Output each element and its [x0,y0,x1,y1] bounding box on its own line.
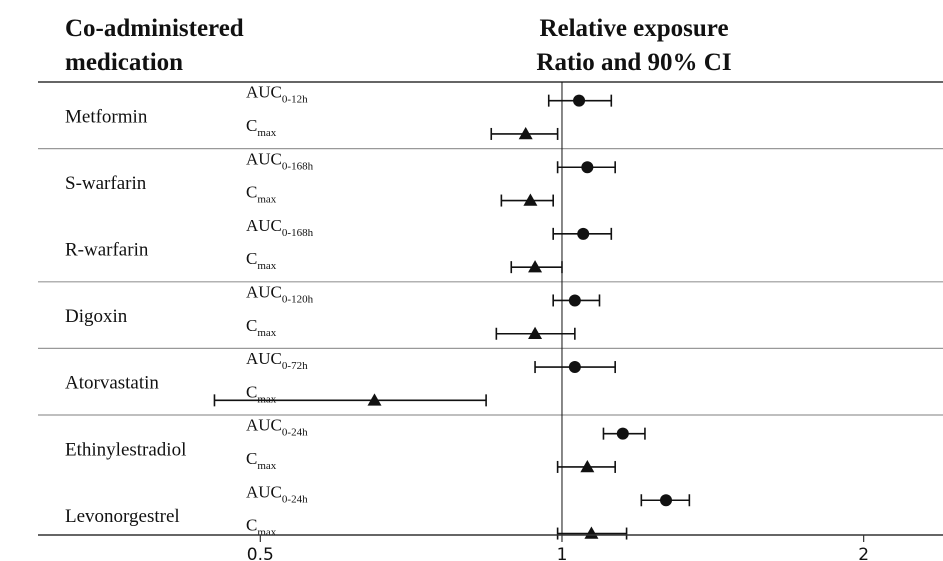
metric-subscript: max [257,393,276,405]
metric-subscript: max [257,460,276,472]
metric-label: AUC0-168h [246,149,314,172]
right-header-line2: Ratio and 90% CI [536,49,731,76]
metric-subscript: 0-72h [282,360,308,372]
metric-subscript: max [257,260,276,272]
metric-base: C [246,183,257,202]
metric-base: C [246,249,257,268]
medication-label: S-warfarin [65,173,147,194]
right-header-line1: Relative exposure [539,15,728,42]
medication-label: Metformin [65,106,148,127]
metric-label: AUC0-72h [246,349,308,372]
medication-label: R-warfarin [65,240,149,261]
ratio-point-circle [616,427,629,440]
metric-subscript: 0-12h [282,94,308,106]
medication-label: Atorvastatin [65,373,159,394]
metric-subscript: max [257,194,276,206]
ratio-point-circle [581,161,594,174]
metric-label: AUC0-12h [246,83,308,106]
medication-label: Levonorgestrel [65,506,180,527]
left-header-line2: medication [65,49,183,76]
ci-bar [213,394,487,407]
metric-base: AUC [246,416,282,435]
ratio-point-circle [568,294,581,307]
metric-subscript: 0-120h [282,293,314,305]
x-tick-label: 2 [858,545,869,561]
metric-label: AUC0-24h [246,416,308,439]
forest-rows: MetforminAUC0-12hCmaxS-warfarinAUC0-168h… [38,83,943,540]
metric-label: Cmax [246,183,277,206]
metric-subscript: max [257,327,276,339]
metric-label: Cmax [246,249,277,272]
ratio-point-circle [660,494,673,507]
medication-label: Digoxin [65,306,128,327]
ratio-point-circle [577,227,590,240]
metric-label: AUC0-120h [246,282,314,305]
metric-base: C [246,382,257,401]
metric-base: AUC [246,482,282,501]
x-axis-ticks: 0.5 1 2 [247,535,869,561]
medication-label: Ethinylestradiol [65,439,186,460]
left-header-line1: Co-administered [65,15,244,42]
x-tick-label: 0.5 [247,545,274,561]
metric-base: C [246,116,257,135]
metric-base: AUC [246,282,282,301]
ratio-point-triangle [584,526,599,539]
x-tick-label: 1 [557,545,568,561]
ratio-point-triangle [580,459,595,473]
ratio-point-triangle [528,260,543,273]
metric-subscript: max [257,127,276,139]
metric-label: Cmax [246,116,277,139]
ratio-point-triangle [518,126,533,140]
metric-label: Cmax [246,382,277,405]
metric-base: AUC [246,216,282,235]
metric-label: AUC0-24h [246,482,308,505]
metric-subscript: 0-168h [282,227,314,239]
metric-subscript: 0-168h [282,160,314,172]
metric-base: AUC [246,83,282,102]
metric-base: C [246,316,257,335]
ratio-point-triangle [523,193,538,206]
metric-label: AUC0-168h [246,216,314,239]
metric-base: C [246,449,257,468]
metric-base: AUC [246,149,282,168]
ratio-point-circle [573,94,586,107]
ratio-point-triangle [528,326,543,339]
metric-label: Cmax [246,316,277,339]
metric-base: AUC [246,349,282,368]
metric-subscript: 0-24h [282,493,308,505]
metric-base: C [246,516,257,535]
ratio-point-triangle [367,393,382,406]
metric-label: Cmax [246,449,277,472]
ratio-point-circle [568,361,581,374]
metric-subscript: 0-24h [282,427,308,439]
